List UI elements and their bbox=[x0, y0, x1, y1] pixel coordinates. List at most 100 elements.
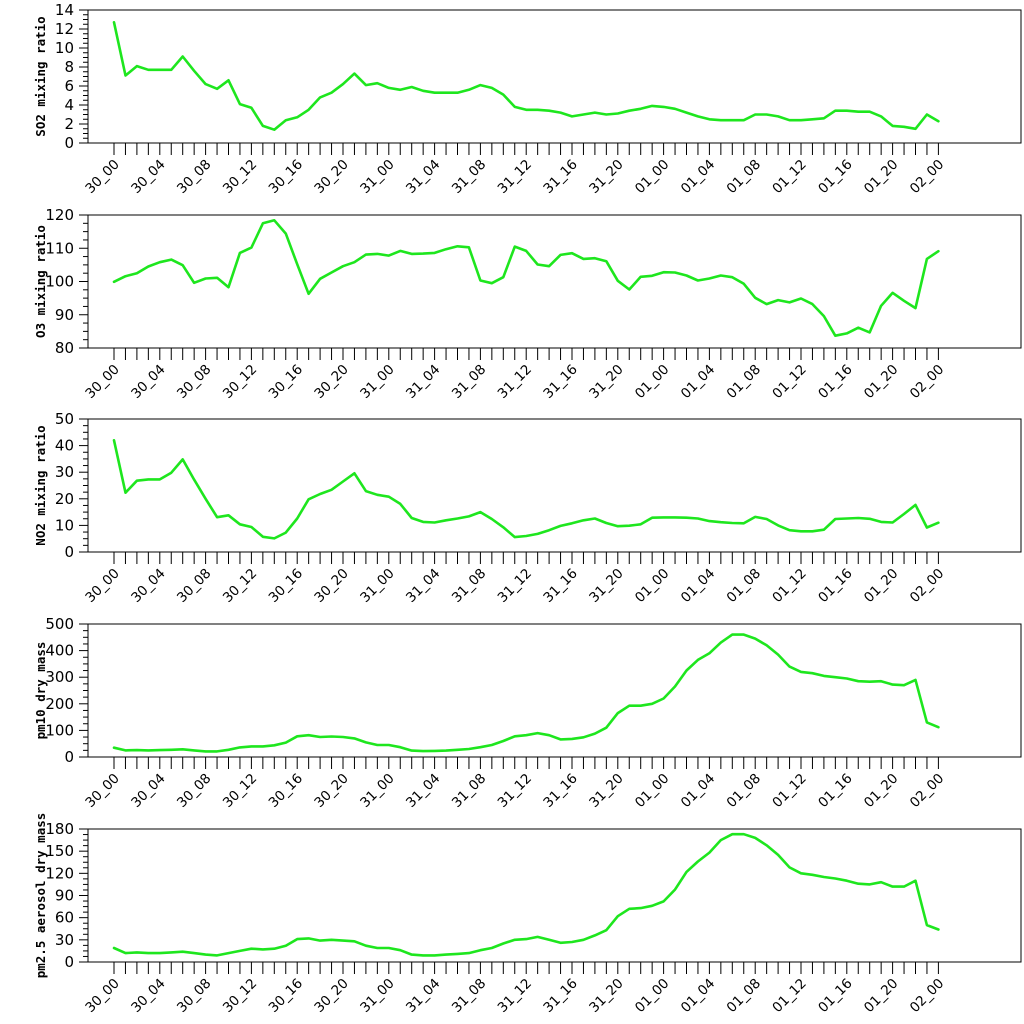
plot-frame bbox=[87, 214, 1022, 349]
x-tick-label: 01_00 bbox=[632, 771, 672, 811]
pm10-panel: 0 100 200 300 400 500 30_00 30_04 30_08 30_12 30_1… bbox=[33, 615, 1022, 811]
x-tick-label: 31_08 bbox=[449, 976, 489, 1016]
x-tick-label: 01_20 bbox=[861, 976, 901, 1016]
x-tick-label: 31_20 bbox=[586, 157, 626, 197]
x-tick-label: 31_20 bbox=[586, 362, 626, 402]
x-tick-label: 31_12 bbox=[495, 362, 535, 402]
x-tick-label: 02_00 bbox=[907, 976, 947, 1016]
x-tick-label: 01_16 bbox=[815, 771, 855, 811]
x-tick-label: 01_04 bbox=[678, 771, 718, 811]
y-tick-label: 0 bbox=[64, 134, 74, 152]
y-axis-title: NO2 mixing ratio bbox=[33, 425, 48, 545]
y-tick-label: 0 bbox=[64, 543, 74, 561]
x-tick-label: 01_08 bbox=[724, 157, 764, 197]
x-tick-label: 30_04 bbox=[128, 566, 168, 606]
y-tick-label: 30 bbox=[55, 463, 74, 481]
x-tick-label: 30_08 bbox=[174, 771, 214, 811]
x-tick-label: 31_20 bbox=[586, 566, 626, 606]
x-tick-label: 30_00 bbox=[82, 976, 122, 1016]
series-line bbox=[112, 633, 940, 753]
x-tick-label: 30_16 bbox=[266, 771, 306, 811]
x-tick-label: 30_16 bbox=[266, 157, 306, 197]
x-tick-label: 31_08 bbox=[449, 157, 489, 197]
y-tick-label: 200 bbox=[45, 695, 74, 713]
y-tick-label: 30 bbox=[55, 931, 74, 949]
x-tick-label: 01_20 bbox=[861, 362, 901, 402]
no2-panel: 0 10 20 30 40 50 30_00 30_04 30_08 30_12 30_16 30_2… bbox=[33, 410, 1022, 606]
y-tick-label: 40 bbox=[55, 437, 74, 455]
x-tick-label: 31_08 bbox=[449, 566, 489, 606]
x-tick-label: 31_12 bbox=[495, 976, 535, 1016]
y-tick-label: 400 bbox=[45, 642, 74, 660]
x-tick-label: 30_20 bbox=[311, 157, 351, 197]
x-tick-label: 30_08 bbox=[174, 566, 214, 606]
x-tick-label: 30_20 bbox=[311, 566, 351, 606]
x-tick-label: 30_04 bbox=[128, 976, 168, 1016]
x-tick-label: 31_16 bbox=[540, 157, 580, 197]
x-tick-label: 30_20 bbox=[311, 976, 351, 1016]
y-tick-label: 6 bbox=[64, 77, 74, 95]
pm25-panel: 0 30 60 90 120 150 180 30_00 30_04 30_08 30_12 30_1… bbox=[33, 813, 1022, 1016]
x-tick-label: 31_00 bbox=[357, 566, 397, 606]
y-tick-label: 0 bbox=[64, 953, 74, 971]
plot-frame bbox=[87, 9, 1022, 144]
x-tick-label: 30_00 bbox=[82, 362, 122, 402]
x-tick-label: 01_20 bbox=[861, 566, 901, 606]
x-tick-label: 30_08 bbox=[174, 157, 214, 197]
x-tick-label: 31_04 bbox=[403, 157, 443, 197]
x-tick-label: 30_00 bbox=[82, 771, 122, 811]
y-tick-label: 90 bbox=[55, 887, 74, 905]
x-tick-label: 01_00 bbox=[632, 362, 672, 402]
o3-panel: 80 90 100 110 120 30_00 30_04 30_08 30_12 30_16 30… bbox=[33, 206, 1022, 402]
x-tick-label: 31_04 bbox=[403, 771, 443, 811]
series-line bbox=[112, 832, 940, 957]
y-axis-title: SO2 mixing ratio bbox=[33, 16, 48, 136]
x-tick-label: 01_04 bbox=[678, 157, 718, 197]
y-axis-title: pm2.5 aerosol dry mass bbox=[33, 813, 48, 979]
x-tick-label: 01_08 bbox=[724, 771, 764, 811]
x-tick-label: 31_04 bbox=[403, 976, 443, 1016]
x-tick-label: 30_04 bbox=[128, 157, 168, 197]
x-tick-label: 01_08 bbox=[724, 566, 764, 606]
x-tick-label: 30_16 bbox=[266, 566, 306, 606]
x-tick-label: 01_20 bbox=[861, 157, 901, 197]
y-tick-label: 90 bbox=[55, 306, 74, 324]
x-tick-label: 01_08 bbox=[724, 362, 764, 402]
y-tick-label: 300 bbox=[45, 668, 74, 686]
y-tick-label: 80 bbox=[55, 339, 74, 357]
x-tick-label: 31_08 bbox=[449, 771, 489, 811]
x-tick-label: 31_04 bbox=[403, 362, 443, 402]
y-tick-label: 100 bbox=[45, 273, 74, 291]
y-tick-label: 4 bbox=[64, 96, 74, 114]
x-tick-label: 30_16 bbox=[266, 362, 306, 402]
series-line bbox=[112, 438, 940, 540]
x-tick-label: 30_12 bbox=[220, 362, 260, 402]
y-tick-label: 120 bbox=[45, 864, 74, 882]
x-tick-label: 01_16 bbox=[815, 976, 855, 1016]
x-tick-label: 31_20 bbox=[586, 771, 626, 811]
x-tick-label: 30_16 bbox=[266, 976, 306, 1016]
x-tick-label: 01_12 bbox=[769, 976, 809, 1016]
x-tick-label: 01_16 bbox=[815, 566, 855, 606]
x-tick-label: 31_12 bbox=[495, 566, 535, 606]
y-tick-label: 100 bbox=[45, 721, 74, 739]
x-tick-label: 01_16 bbox=[815, 157, 855, 197]
x-tick-label: 31_12 bbox=[495, 157, 535, 197]
y-tick-label: 8 bbox=[64, 58, 74, 76]
y-tick-label: 50 bbox=[55, 410, 74, 428]
x-tick-label: 01_20 bbox=[861, 771, 901, 811]
x-tick-label: 30_20 bbox=[311, 771, 351, 811]
x-tick-label: 02_00 bbox=[907, 566, 947, 606]
x-tick-label: 31_16 bbox=[540, 566, 580, 606]
x-tick-label: 30_04 bbox=[128, 362, 168, 402]
y-tick-label: 180 bbox=[45, 820, 74, 838]
y-tick-label: 12 bbox=[55, 20, 74, 38]
x-tick-label: 01_08 bbox=[724, 976, 764, 1016]
y-tick-label: 2 bbox=[64, 115, 74, 133]
x-tick-label: 30_12 bbox=[220, 976, 260, 1016]
x-tick-label: 02_00 bbox=[907, 157, 947, 197]
y-tick-label: 14 bbox=[55, 1, 74, 19]
x-tick-label: 31_04 bbox=[403, 566, 443, 606]
